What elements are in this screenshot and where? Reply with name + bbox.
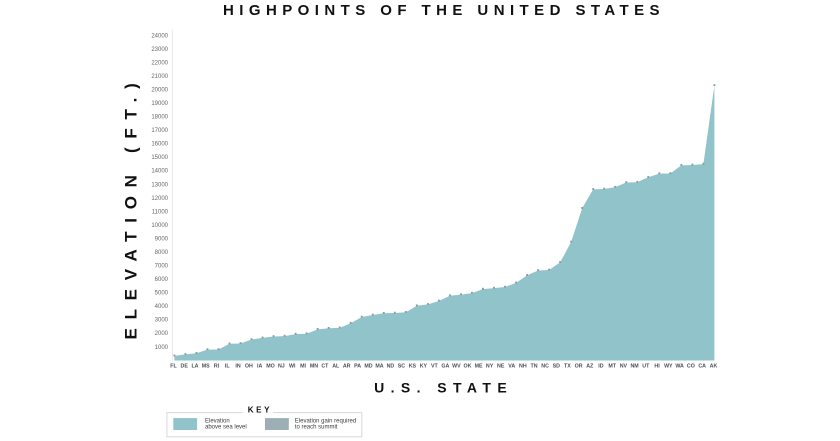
svg-text:ND: ND	[387, 364, 395, 370]
svg-text:MI: MI	[300, 364, 306, 370]
svg-text:12000: 12000	[151, 196, 168, 202]
svg-text:ID: ID	[598, 364, 603, 370]
svg-text:IL: IL	[225, 364, 230, 370]
svg-text:HIGHPOINTS OF THE UNITED STATE: HIGHPOINTS OF THE UNITED STATES	[223, 2, 665, 19]
svg-text:CT: CT	[321, 364, 329, 370]
svg-text:2000: 2000	[155, 331, 169, 337]
svg-text:NJ: NJ	[278, 364, 285, 370]
svg-text:NY: NY	[486, 364, 494, 370]
svg-text:MN: MN	[310, 364, 318, 370]
svg-text:IA: IA	[257, 364, 262, 370]
svg-text:MA: MA	[375, 364, 383, 370]
svg-text:SD: SD	[553, 364, 561, 370]
svg-text:MT: MT	[608, 364, 616, 370]
svg-text:above sea level: above sea level	[205, 424, 247, 430]
svg-text:WV: WV	[452, 364, 461, 370]
svg-text:7000: 7000	[155, 264, 169, 270]
svg-text:MS: MS	[202, 364, 210, 370]
svg-text:4000: 4000	[155, 304, 169, 310]
svg-text:ME: ME	[475, 364, 483, 370]
svg-text:21000: 21000	[151, 74, 168, 80]
svg-text:6000: 6000	[155, 277, 169, 283]
svg-text:OR: OR	[575, 364, 583, 370]
svg-text:NC: NC	[541, 364, 549, 370]
svg-text:LA: LA	[191, 364, 198, 370]
svg-text:RI: RI	[214, 364, 220, 370]
svg-text:U.S. STATE: U.S. STATE	[374, 379, 513, 395]
svg-text:16000: 16000	[151, 142, 168, 148]
svg-text:OH: OH	[245, 364, 253, 370]
svg-text:9000: 9000	[155, 236, 169, 242]
svg-text:IN: IN	[235, 364, 240, 370]
svg-text:8000: 8000	[155, 250, 169, 256]
svg-text:AL: AL	[332, 364, 340, 370]
svg-text:GA: GA	[441, 364, 449, 370]
svg-text:22000: 22000	[151, 60, 168, 66]
svg-text:3000: 3000	[155, 318, 169, 324]
svg-text:NE: NE	[497, 364, 505, 370]
svg-text:WY: WY	[664, 364, 673, 370]
svg-text:KEY: KEY	[248, 405, 272, 414]
svg-text:UT: UT	[642, 364, 650, 370]
svg-text:NV: NV	[620, 364, 628, 370]
svg-text:11000: 11000	[152, 209, 169, 215]
svg-text:VT: VT	[431, 364, 439, 370]
svg-text:CO: CO	[687, 364, 695, 370]
svg-text:13000: 13000	[151, 182, 168, 188]
svg-text:VA: VA	[508, 364, 515, 370]
svg-text:MD: MD	[364, 364, 372, 370]
svg-text:NH: NH	[519, 364, 527, 370]
svg-text:ELEVATION (FT.): ELEVATION (FT.)	[122, 75, 141, 340]
svg-text:AK: AK	[710, 364, 718, 370]
svg-text:FL: FL	[170, 364, 177, 370]
svg-text:14000: 14000	[151, 169, 168, 175]
svg-text:17000: 17000	[151, 128, 168, 134]
svg-text:23000: 23000	[151, 47, 168, 53]
svg-text:Elevation gain required: Elevation gain required	[295, 419, 356, 425]
svg-text:19000: 19000	[151, 101, 168, 107]
svg-text:WI: WI	[289, 364, 296, 370]
svg-text:1000: 1000	[155, 345, 169, 351]
svg-text:OK: OK	[464, 364, 472, 370]
svg-text:15000: 15000	[151, 155, 168, 161]
svg-text:CA: CA	[698, 364, 706, 370]
svg-text:TN: TN	[530, 364, 537, 370]
svg-text:KS: KS	[409, 364, 417, 370]
svg-text:SC: SC	[398, 364, 406, 370]
svg-text:5000: 5000	[155, 291, 169, 297]
svg-text:NM: NM	[630, 364, 639, 370]
svg-text:KY: KY	[420, 364, 428, 370]
svg-text:Elevation: Elevation	[205, 419, 230, 425]
svg-text:HI: HI	[654, 364, 660, 370]
svg-text:to reach summit: to reach summit	[295, 424, 338, 430]
svg-text:PA: PA	[354, 364, 361, 370]
svg-text:24000: 24000	[151, 33, 168, 39]
svg-text:DE: DE	[181, 364, 189, 370]
svg-text:TX: TX	[564, 364, 571, 370]
svg-text:WA: WA	[675, 364, 684, 370]
svg-text:10000: 10000	[151, 223, 168, 229]
svg-text:20000: 20000	[151, 87, 168, 93]
svg-text:AZ: AZ	[586, 364, 594, 370]
svg-text:18000: 18000	[151, 115, 168, 121]
svg-text:AR: AR	[343, 364, 351, 370]
svg-text:MO: MO	[266, 364, 275, 370]
